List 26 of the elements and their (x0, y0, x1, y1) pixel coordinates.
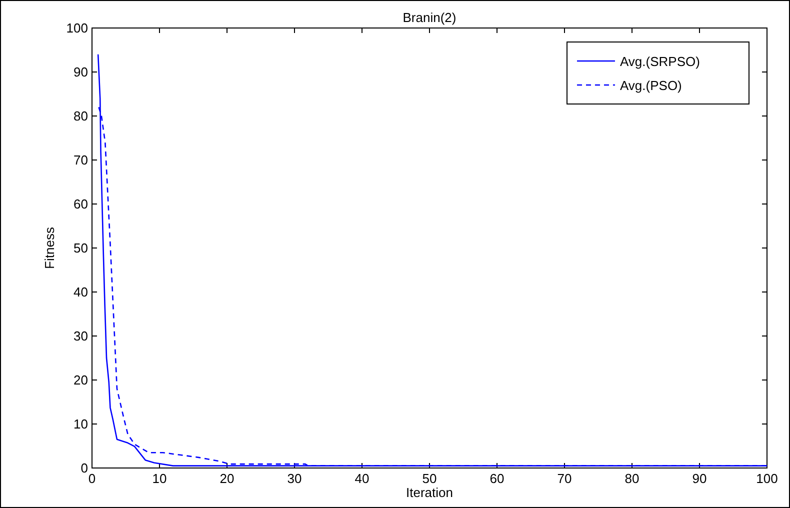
y-tick-label: 90 (74, 64, 88, 80)
y-tick-label: 0 (80, 460, 88, 476)
x-tick-label: 100 (756, 471, 778, 486)
x-tick-label: 60 (490, 471, 504, 486)
x-tick-label: 20 (220, 471, 234, 486)
y-tick-label: 100 (66, 20, 88, 36)
y-tick-label: 50 (74, 240, 88, 256)
x-tick-label: 40 (354, 471, 370, 486)
x-tick-label: 50 (422, 471, 437, 486)
chart-title: Branin(2) (402, 10, 456, 25)
y-tick-label: 80 (74, 108, 88, 124)
x-tick-label: 70 (557, 471, 572, 486)
y-tick-label: 60 (74, 196, 88, 212)
x-tick-label: 30 (287, 471, 302, 486)
legend-label: Avg.(SRPSO) (620, 54, 700, 69)
y-tick-label: 30 (74, 328, 88, 344)
legend-label: Avg.(PSO) (620, 78, 682, 93)
y-axis-title: Fitness (42, 226, 57, 269)
y-tick-label: 70 (74, 152, 88, 168)
x-axis-title: Iteration (406, 485, 453, 500)
y-tick-label: 40 (74, 284, 88, 300)
x-tick-label: 10 (152, 471, 167, 486)
y-tick-label: 20 (74, 372, 88, 388)
x-tick-label: 90 (692, 471, 707, 486)
y-tick-label: 10 (74, 416, 88, 432)
x-tick-label: 80 (624, 471, 640, 486)
